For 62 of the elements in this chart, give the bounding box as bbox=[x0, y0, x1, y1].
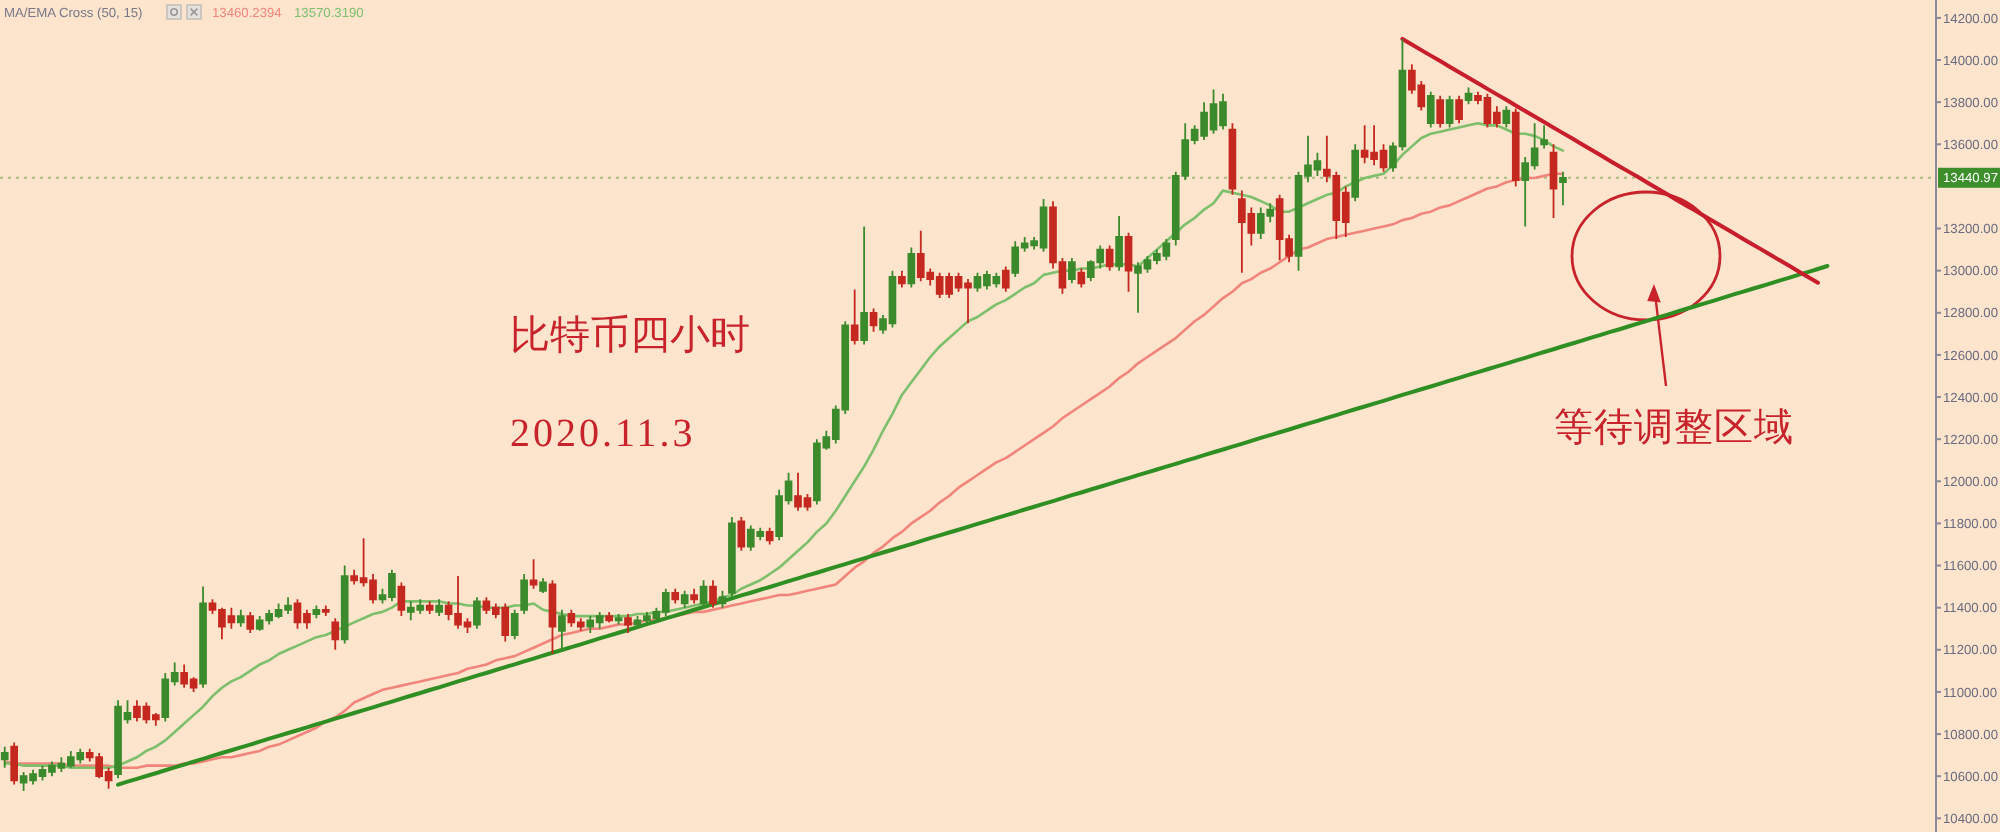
candlestick bbox=[558, 608, 566, 651]
candlestick bbox=[312, 604, 321, 620]
candlestick bbox=[1559, 170, 1567, 207]
candlestick bbox=[869, 307, 878, 333]
candlestick bbox=[1502, 105, 1511, 129]
candlestick bbox=[1105, 244, 1114, 272]
text: 2020.11.3 bbox=[510, 412, 696, 456]
candlestick bbox=[1549, 143, 1558, 219]
candlestick bbox=[0, 745, 9, 769]
candlestick bbox=[728, 516, 736, 599]
candlestick bbox=[680, 589, 689, 609]
candlestick bbox=[321, 604, 330, 617]
candlestick bbox=[1077, 267, 1086, 289]
candlestick bbox=[661, 587, 670, 617]
candlestick bbox=[1351, 143, 1360, 203]
candlestick bbox=[246, 610, 255, 634]
candlestick bbox=[614, 613, 623, 626]
candlestick bbox=[1426, 90, 1435, 129]
candlestick bbox=[765, 526, 774, 546]
candlestick bbox=[699, 579, 708, 609]
candlestick bbox=[1436, 94, 1445, 129]
candlestick bbox=[529, 558, 538, 590]
candlestick bbox=[1445, 94, 1454, 129]
candlestick bbox=[548, 579, 557, 655]
line-series bbox=[116, 264, 1830, 787]
text: 比特币四小时 bbox=[510, 314, 750, 358]
candlestick bbox=[737, 516, 746, 552]
candlestick bbox=[1115, 215, 1123, 272]
candlestick bbox=[624, 613, 632, 634]
candlestick bbox=[898, 269, 906, 289]
candlestick bbox=[671, 587, 680, 605]
candlestick bbox=[709, 579, 717, 609]
candlestick bbox=[1540, 124, 1548, 150]
candlestick bbox=[1068, 257, 1076, 285]
candlestick bbox=[510, 608, 519, 641]
candlestick bbox=[425, 600, 434, 615]
candlestick bbox=[907, 246, 916, 289]
candlestick bbox=[718, 589, 727, 609]
candlestick bbox=[1124, 231, 1133, 293]
candlestick bbox=[435, 598, 443, 617]
candlestick bbox=[605, 610, 613, 624]
candlestick bbox=[331, 617, 340, 651]
candlestick bbox=[473, 596, 481, 630]
annotation: 等待调整区域 bbox=[1554, 405, 1794, 450]
line-series bbox=[1400, 36, 1820, 285]
candlestick bbox=[397, 581, 406, 617]
candlestick bbox=[340, 564, 349, 645]
candlestick bbox=[690, 587, 698, 605]
candlestick bbox=[236, 608, 245, 628]
candlestick bbox=[1001, 265, 1010, 293]
candlestick bbox=[1511, 107, 1520, 188]
candlestick bbox=[1455, 94, 1463, 125]
candlestick bbox=[576, 617, 585, 632]
candlestick bbox=[199, 585, 207, 689]
candlestick bbox=[10, 741, 18, 786]
candlestick bbox=[1228, 122, 1237, 196]
candlestick bbox=[1011, 240, 1020, 278]
candlestick bbox=[850, 288, 859, 346]
candlestick bbox=[860, 225, 868, 346]
candlestick bbox=[539, 577, 547, 594]
candlestick bbox=[520, 573, 528, 615]
candlestick bbox=[1464, 86, 1473, 106]
